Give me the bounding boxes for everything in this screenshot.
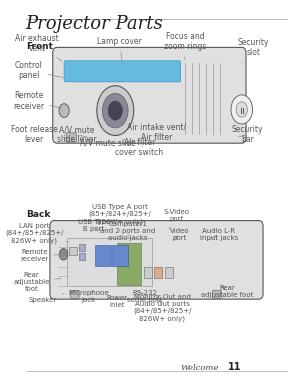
Text: Welcome: Welcome (181, 364, 219, 372)
Circle shape (59, 249, 68, 260)
Text: Security
slot: Security slot (237, 38, 269, 63)
Text: 11: 11 (227, 362, 241, 372)
FancyBboxPatch shape (53, 47, 246, 143)
Text: Lamp cover: Lamp cover (97, 37, 142, 60)
Text: Front: Front (26, 42, 53, 51)
Text: Computer1
and 2 ports and
audio jacks: Computer1 and 2 ports and audio jacks (100, 221, 156, 241)
FancyBboxPatch shape (165, 267, 173, 278)
FancyBboxPatch shape (117, 243, 141, 285)
Text: Air intake vent/
Air filter: Air intake vent/ Air filter (127, 123, 186, 142)
Text: Microphone
jack: Microphone jack (68, 290, 109, 303)
Text: Rear
adjustable
foot: Rear adjustable foot (13, 272, 61, 292)
Circle shape (59, 104, 69, 117)
Text: Air filter
cover switch: Air filter cover switch (116, 138, 164, 157)
Text: A/V mute slide: A/V mute slide (80, 139, 136, 148)
Circle shape (103, 93, 128, 128)
Text: Projector Parts: Projector Parts (26, 15, 164, 33)
Text: Audio L-R
input jacks: Audio L-R input jacks (200, 227, 238, 241)
Circle shape (97, 86, 134, 135)
Text: Remote
receiver: Remote receiver (20, 249, 64, 262)
Text: Speaker: Speaker (29, 293, 64, 303)
Text: LAN port
(84+/85+/825+/
826W+ only): LAN port (84+/85+/825+/ 826W+ only) (5, 223, 68, 244)
Text: Foot release
lever: Foot release lever (11, 125, 65, 144)
Circle shape (236, 102, 248, 117)
FancyBboxPatch shape (79, 244, 85, 251)
FancyBboxPatch shape (154, 267, 163, 278)
Text: A/V mute
slide lever: A/V mute slide lever (57, 125, 97, 144)
Text: Remote
receiver: Remote receiver (13, 91, 61, 111)
FancyBboxPatch shape (95, 245, 111, 266)
Text: USB Type A port
(85+/824+/825+/
826W+ only): USB Type A port (85+/824+/825+/ 826W+ on… (88, 203, 151, 231)
Text: Control
panel: Control panel (15, 61, 63, 80)
Text: Video
port: Video port (169, 227, 189, 240)
Text: Air exhaust
vent: Air exhaust vent (15, 34, 62, 61)
FancyBboxPatch shape (66, 133, 76, 142)
Text: S-Video
port: S-Video port (164, 209, 189, 229)
Circle shape (231, 95, 253, 124)
FancyBboxPatch shape (70, 290, 79, 298)
Text: Rear
adjustable foot: Rear adjustable foot (201, 285, 254, 298)
FancyBboxPatch shape (212, 290, 221, 298)
Text: Back: Back (26, 210, 50, 219)
FancyBboxPatch shape (144, 267, 152, 278)
Text: RS-232
serial port: RS-232 serial port (128, 290, 163, 303)
Text: Monitor Out and
Audio Out ports
(84+/85+/825+/
826W+ only): Monitor Out and Audio Out ports (84+/85+… (133, 294, 191, 322)
FancyBboxPatch shape (79, 253, 85, 260)
FancyBboxPatch shape (67, 238, 152, 286)
FancyBboxPatch shape (112, 245, 128, 266)
Text: Power
inlet: Power inlet (106, 295, 127, 308)
FancyBboxPatch shape (69, 247, 77, 255)
FancyBboxPatch shape (64, 61, 181, 82)
FancyBboxPatch shape (50, 220, 263, 299)
Circle shape (108, 101, 122, 120)
Text: Security
bar: Security bar (232, 125, 263, 144)
Text: USB Type
B port: USB Type B port (78, 219, 110, 232)
Text: Focus and
zoom rings: Focus and zoom rings (164, 32, 206, 60)
